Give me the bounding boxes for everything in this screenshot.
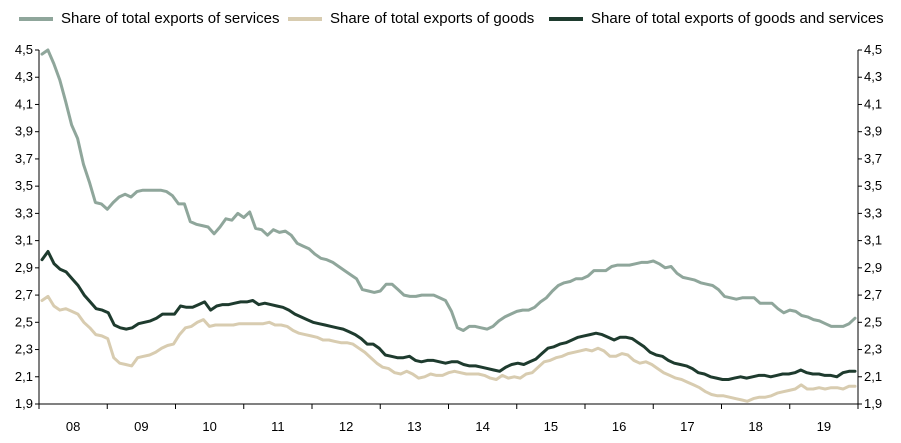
- legend-swatch-goods: [288, 16, 322, 21]
- y-tick-label-right: 2,7: [864, 287, 882, 302]
- series-line-services: [40, 48, 857, 332]
- chart-series: [40, 48, 857, 403]
- y-tick-label-left: 3,3: [15, 205, 33, 220]
- legend-swatch-services: [19, 16, 53, 21]
- y-tick-label-left: 3,5: [15, 178, 33, 193]
- x-tick-label: 16: [612, 419, 626, 434]
- y-tick-label-right: 3,1: [864, 233, 882, 248]
- y-tick-label-right: 2,3: [864, 342, 882, 357]
- x-tick-label: 18: [748, 419, 762, 434]
- y-tick-label-right: 2,1: [864, 369, 882, 384]
- y-tick-label-left: 4,3: [15, 69, 33, 84]
- chart-axes: 1,9 1,9 2,1 2,1 2,3 2,3 2,5 2,5 2,7 2,7 2,9 2,9 3,1 3…: [15, 42, 882, 434]
- x-tick-label: 08: [66, 419, 80, 434]
- legend-label-goods: Share of total exports of goods: [330, 10, 535, 27]
- x-tick-label: 11: [271, 419, 285, 434]
- x-tick-label: 10: [202, 419, 216, 434]
- y-tick-label-left: 4,1: [15, 96, 33, 111]
- y-tick-label-left: 2,1: [15, 369, 33, 384]
- y-tick-label-right: 3,3: [864, 205, 882, 220]
- legend-item-services: Share of total exports of services: [19, 10, 279, 27]
- x-tick-label: 09: [134, 419, 148, 434]
- y-tick-label-right: 2,5: [864, 314, 882, 329]
- y-tick-label-right: 3,9: [864, 124, 882, 139]
- x-tick-label: 19: [817, 419, 831, 434]
- chart-legend: Share of total exports of services Share…: [0, 0, 901, 40]
- y-tick-label-left: 2,5: [15, 314, 33, 329]
- series-line-goods: [40, 294, 857, 403]
- y-tick-label-left: 1,9: [15, 396, 33, 411]
- y-tick-label-left: 2,9: [15, 260, 33, 275]
- y-tick-label-left: 4,5: [15, 42, 33, 57]
- x-tick-label: 15: [544, 419, 558, 434]
- y-tick-label-right: 1,9: [864, 396, 882, 411]
- x-tick-label: 13: [407, 419, 421, 434]
- y-tick-label-left: 3,9: [15, 124, 33, 139]
- x-tick-label: 14: [475, 419, 489, 434]
- y-tick-label-left: 2,7: [15, 287, 33, 302]
- legend-label-services: Share of total exports of services: [61, 10, 280, 27]
- y-tick-label-left: 2,3: [15, 342, 33, 357]
- y-tick-label-right: 4,3: [864, 69, 882, 84]
- y-tick-label-right: 2,9: [864, 260, 882, 275]
- y-tick-label-left: 3,1: [15, 233, 33, 248]
- y-tick-label-right: 4,5: [864, 42, 882, 57]
- x-tick-label: 12: [339, 419, 353, 434]
- x-tick-label: 17: [680, 419, 694, 434]
- y-tick-label-right: 3,5: [864, 178, 882, 193]
- legend-label-goods-and-services: Share of total exports of goods and serv…: [591, 10, 884, 27]
- legend-item-goods-and-services: Share of total exports of goods and serv…: [549, 10, 884, 27]
- y-tick-label-right: 3,7: [864, 151, 882, 166]
- series-line-goods-and-services: [40, 250, 857, 381]
- legend-item-goods: Share of total exports of goods: [288, 10, 534, 27]
- legend-swatch-goods-and-services: [549, 16, 583, 21]
- y-tick-label-right: 4,1: [864, 96, 882, 111]
- y-tick-label-left: 3,7: [15, 151, 33, 166]
